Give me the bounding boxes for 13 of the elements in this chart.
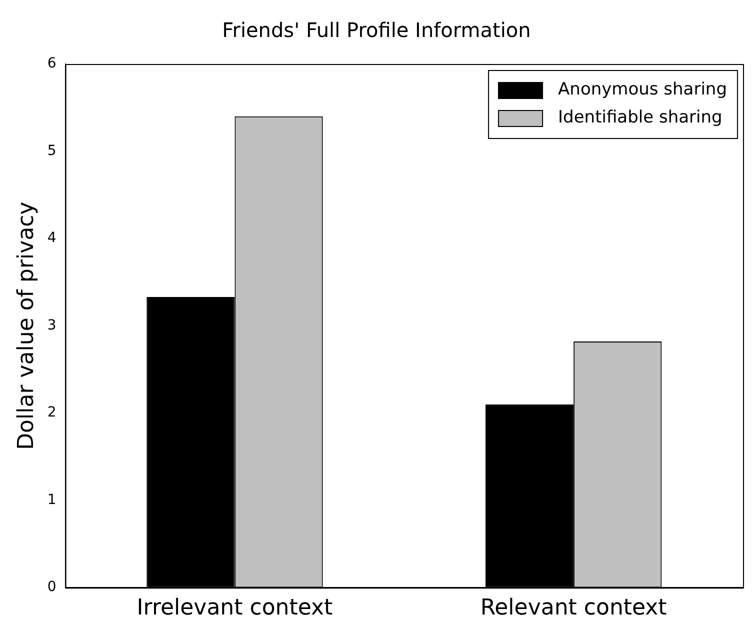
y-tick-label: 6 <box>47 56 56 72</box>
y-tick-label: 0 <box>47 579 56 596</box>
x-tick-label: Relevant context <box>480 596 668 621</box>
x-tick-label: Irrelevant context <box>136 596 334 621</box>
y-tick-label: 4 <box>47 230 56 246</box>
legend-label: Identifiable sharing <box>558 107 722 128</box>
chart-title: Friends' Full Profile Information <box>222 18 531 42</box>
y-tick-label: 5 <box>47 142 56 159</box>
legend-label: Anonymous sharing <box>558 79 728 100</box>
y-tick-label: 1 <box>47 492 56 508</box>
y-tick-label: 3 <box>47 317 56 334</box>
y-axis-title: Dollar value of privacy <box>14 202 39 450</box>
y-tick-label: 2 <box>47 404 56 421</box>
